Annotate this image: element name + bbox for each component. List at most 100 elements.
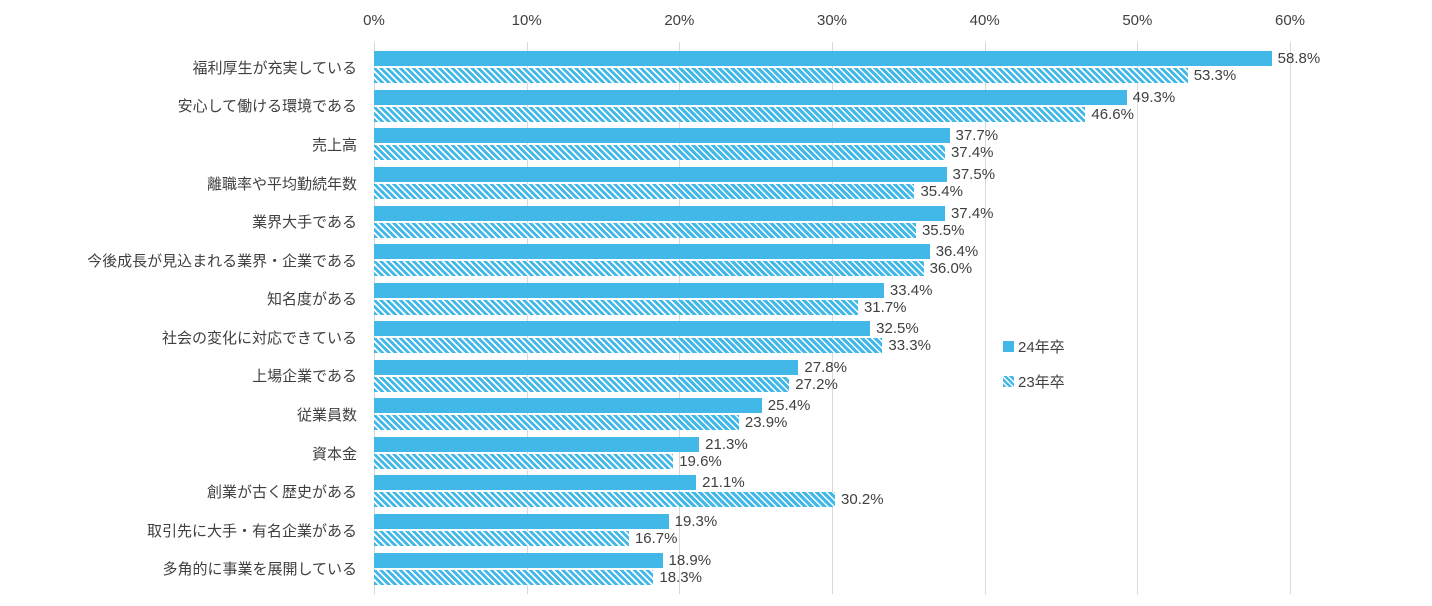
bar-23 [374, 569, 654, 585]
legend-label-23: 23年卒 [1018, 373, 1065, 391]
bar-line-23: 23.9% [374, 414, 1290, 432]
legend-marker-solid-icon [1003, 340, 1014, 352]
x-tick-label: 0% [363, 12, 385, 29]
category-row: 32.5% 33.3% [374, 318, 1290, 357]
bar-line-24: 18.9% [374, 551, 1290, 569]
category-row: 49.3% 46.6% [374, 87, 1290, 126]
bar-24 [374, 89, 1127, 105]
bar-line-23: 35.5% [374, 221, 1290, 239]
category-label: 知名度がある [266, 291, 357, 309]
value-label-23: 23.9% [744, 414, 788, 432]
bar-line-23: 31.7% [374, 298, 1290, 316]
bar-24 [374, 166, 947, 182]
plot-area: 58.8% 53.3% 49.3% 46.6% 37.7% 37.4% 37.5… [374, 48, 1320, 588]
legend-entry-24: 24年卒 [1003, 336, 1065, 356]
gridline [1137, 42, 1139, 594]
bar-24 [374, 359, 799, 375]
gridlines [374, 42, 1291, 594]
bar-24 [374, 128, 950, 144]
gridline [832, 42, 833, 594]
bar-23 [374, 222, 916, 238]
value-label-24: 58.8% [1277, 50, 1321, 68]
value-label-24: 32.5% [876, 320, 919, 338]
category-row: 27.8% 27.2% [374, 357, 1290, 396]
bar-line-24: 19.3% [374, 514, 1290, 530]
bar-23 [374, 338, 883, 354]
category-row: 36.4% 36.0% [374, 241, 1290, 280]
value-label-24: 27.8% [804, 358, 847, 376]
category-label: 社会の変化に対応できている [161, 329, 357, 347]
bar-line-24: 37.5% [374, 165, 1290, 183]
category-label: 今後成長が見込まれる業界・企業である [87, 252, 357, 270]
x-tick-label: 40% [969, 12, 1000, 29]
legend-entry-23: 23年卒 [1003, 371, 1065, 391]
value-label-24: 37.4% [950, 204, 994, 222]
value-label-24: 18.9% [668, 551, 712, 569]
value-label-24: 37.5% [952, 165, 996, 183]
category-row: 37.7% 37.4% [374, 125, 1290, 164]
bar-line-23: 37.4% [374, 144, 1290, 162]
value-label-23: 16.7% [634, 530, 678, 548]
value-label-24: 49.3% [1132, 88, 1176, 106]
value-label-23: 35.5% [921, 221, 965, 239]
value-label-24: 21.3% [705, 435, 748, 453]
bar-24 [374, 321, 871, 337]
value-label-23: 18.3% [659, 568, 702, 586]
bar-23 [374, 68, 1188, 84]
value-label-23: 31.7% [863, 298, 907, 316]
bar-line-24: 21.1% [374, 475, 1290, 491]
gridline [984, 42, 986, 594]
category-row: 25.4% 23.9% [374, 395, 1290, 434]
bar-24 [374, 552, 663, 568]
category-row: 33.4% 31.7% [374, 279, 1290, 318]
category-label: 業界大手である [252, 214, 357, 232]
category-label: 安心して働ける環境である [177, 98, 357, 116]
bar-23 [374, 453, 674, 469]
legend: 24年卒 23年卒 [1003, 336, 1065, 391]
category-axis: 福利厚生が充実している安心して働ける環境である売上高離職率や平均勤続年数業界大手… [0, 48, 366, 588]
gridline [374, 42, 375, 594]
x-tick-label: 30% [816, 12, 848, 29]
bar-23 [374, 415, 739, 431]
category-row: 21.3% 19.6% [374, 434, 1290, 473]
value-label-23: 53.3% [1193, 67, 1237, 85]
bar-line-23: 46.6% [374, 105, 1290, 123]
value-label-23: 19.6% [679, 452, 722, 470]
bar-line-24: 49.3% [374, 88, 1290, 106]
value-label-24: 33.4% [889, 281, 933, 299]
bar-line-23: 19.6% [374, 452, 1290, 470]
bar-line-24: 33.4% [374, 281, 1290, 299]
bar-24 [374, 205, 945, 221]
category-label: 福利厚生が充実している [192, 59, 357, 77]
bar-23 [374, 376, 790, 392]
x-tick-label: 60% [1274, 12, 1306, 29]
bar-line-24: 36.4% [374, 243, 1290, 261]
bar-line-24: 58.8% [374, 51, 1320, 67]
category-label: 上場企業である [252, 368, 357, 386]
category-label: 資本金 [311, 445, 357, 463]
value-label-24: 36.4% [935, 243, 979, 261]
category-row: 21.1% 30.2% [374, 472, 1290, 511]
category-row: 18.9% 18.3% [374, 549, 1290, 588]
value-label-24: 25.4% [767, 397, 811, 415]
legend-label-24: 24年卒 [1018, 338, 1065, 356]
gridline [1290, 42, 1291, 594]
x-tick-label: 20% [664, 12, 695, 29]
value-label-23: 46.6% [1091, 105, 1134, 123]
bar-24 [374, 244, 930, 260]
category-label: 売上高 [311, 136, 357, 154]
bar-line-24: 21.3% [374, 435, 1290, 453]
gridline [526, 42, 528, 594]
category-row: 58.8% 53.3% [374, 48, 1320, 87]
category-label: 離職率や平均勤続年数 [206, 175, 357, 193]
bar-23 [374, 145, 945, 161]
bar-24 [374, 282, 884, 298]
bar-24 [374, 475, 697, 491]
bar-line-23: 35.4% [374, 183, 1290, 199]
value-label-23: 37.4% [950, 144, 994, 162]
bar-24 [374, 436, 700, 452]
bar-line-24: 25.4% [374, 397, 1290, 415]
gridline [679, 42, 681, 594]
category-row: 19.3% 16.7% [374, 511, 1290, 550]
bar-24 [374, 514, 669, 530]
